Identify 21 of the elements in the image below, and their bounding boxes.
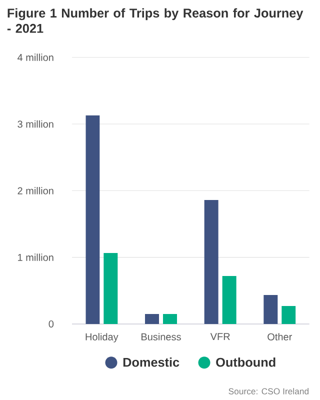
x-tick-label: Business [142, 333, 181, 340]
legend-label: Domestic [123, 357, 180, 367]
bar [144, 314, 159, 324]
y-tick-label: 4 million [18, 54, 54, 62]
bar [222, 276, 236, 324]
x-tick-label: Other [268, 333, 292, 340]
source-note: Source: CSO Ireland [228, 388, 308, 394]
y-tick-label: 0 [48, 320, 54, 328]
bar [86, 115, 100, 324]
bar [264, 295, 278, 324]
x-tick-label: Holiday [86, 333, 118, 342]
bar [104, 253, 118, 324]
chart-title: Figure 1 Number of Trips by Reason for Journey - 2021 [7, 8, 304, 33]
y-tick-label: 3 million [18, 120, 54, 128]
x-tick-label: VFR [210, 333, 230, 340]
y-tick-label: 1 million [18, 254, 54, 262]
bar [204, 200, 218, 324]
y-tick-label: 2 million [18, 187, 54, 194]
bar [282, 306, 296, 324]
legend-label: Outbound [216, 357, 276, 367]
bar [162, 314, 177, 324]
